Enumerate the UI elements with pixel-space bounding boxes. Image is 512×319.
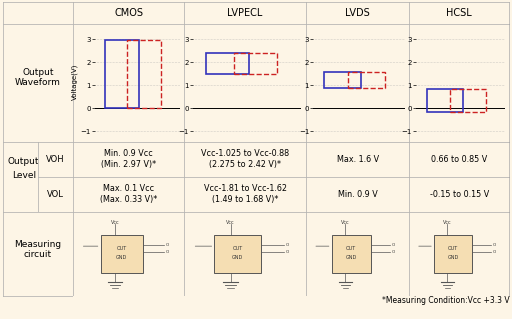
Text: -0.15 to 0.15 V: -0.15 to 0.15 V [430, 190, 489, 199]
Text: Max. 0.1 Vcc
(Max. 0.33 V)*: Max. 0.1 Vcc (Max. 0.33 V)* [100, 184, 157, 204]
Text: LVDS: LVDS [345, 8, 370, 18]
Text: 0.66 to 0.85 V: 0.66 to 0.85 V [431, 155, 487, 164]
Text: Min. 0.9 Vcc
(Min. 2.97 V)*: Min. 0.9 Vcc (Min. 2.97 V)* [101, 149, 156, 169]
Text: Vcc-1.025 to Vcc-0.88
(2.275 to 2.42 V)*: Vcc-1.025 to Vcc-0.88 (2.275 to 2.42 V)* [201, 149, 289, 169]
Text: HCSL: HCSL [446, 8, 472, 18]
Text: Output: Output [8, 157, 39, 166]
Text: CMOS: CMOS [114, 8, 143, 18]
Text: Vcc-1.81 to Vcc-1.62
(1.49 to 1.68 V)*: Vcc-1.81 to Vcc-1.62 (1.49 to 1.68 V)* [204, 184, 287, 204]
Text: *Measuring Condition:Vcc +3.3 V: *Measuring Condition:Vcc +3.3 V [382, 296, 509, 305]
Text: Min. 0.9 V: Min. 0.9 V [338, 190, 377, 199]
Text: VOH: VOH [46, 155, 65, 164]
Text: Measuring
circuit: Measuring circuit [14, 240, 61, 259]
Text: Output
Waveform: Output Waveform [15, 68, 61, 87]
Text: VOL: VOL [47, 190, 64, 199]
Text: Max. 1.6 V: Max. 1.6 V [336, 155, 379, 164]
Text: Level: Level [12, 171, 36, 180]
Text: LVPECL: LVPECL [227, 8, 263, 18]
